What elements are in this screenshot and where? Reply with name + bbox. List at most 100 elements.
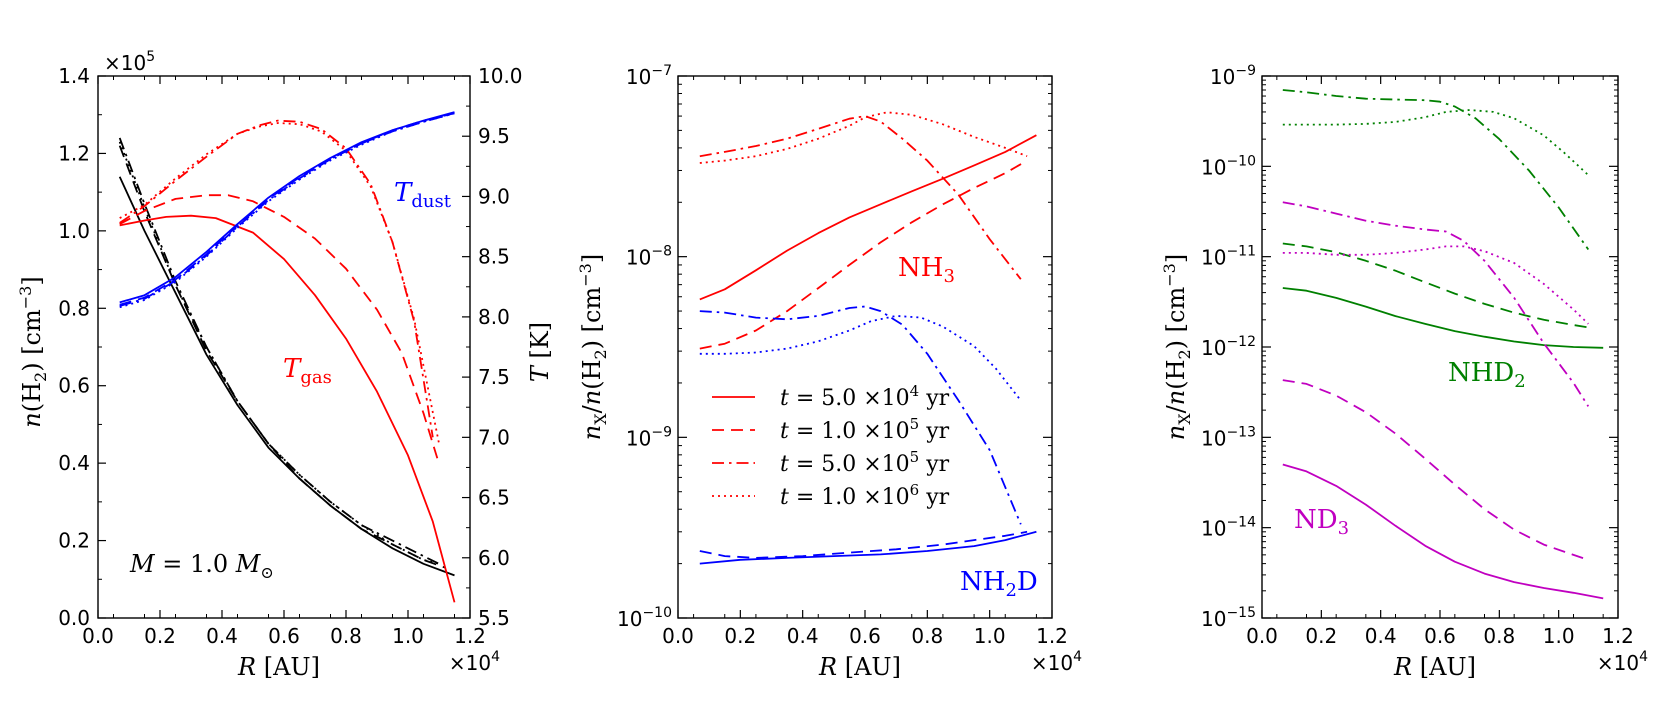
- series-line-nd3-solid: [1282, 463, 1604, 600]
- x-multiplier: ×104: [449, 649, 500, 675]
- x-tick-label: 0.6: [849, 624, 881, 648]
- y-multiplier: ×105: [104, 49, 155, 75]
- label-nh3: NH3: [898, 253, 955, 287]
- y-tick-label: 10−12: [1201, 334, 1256, 360]
- series-line-t-gas-solid: [119, 214, 456, 603]
- y-axis-label: nX/n(H2) [cm−3]: [576, 254, 610, 440]
- y-tick-label: 10−11: [1201, 244, 1256, 270]
- y-right-tick-label: 10.0: [478, 64, 523, 88]
- y-tick-label: 10−15: [1201, 605, 1256, 631]
- x-axis-label: R [AU]: [1393, 653, 1476, 681]
- x-tick-label: 0.2: [144, 624, 176, 648]
- panel-nh3-nh2d-abundance: 0.0 0.2 0.4 0.6 0.8 1.0 1.2 R [AU] ×104 10−10 10−9…: [576, 63, 1082, 681]
- x-tick-label: 1.0: [1543, 624, 1575, 648]
- series-line-t-gas-dashed: [119, 194, 440, 465]
- x-multiplier: ×104: [1031, 649, 1082, 675]
- x-tick-label: 0.8: [1483, 624, 1515, 648]
- series-line-nh3-dashed: [699, 159, 1028, 350]
- x-tick-label: 0.4: [1365, 624, 1397, 648]
- y-right-axis-label: T [K]: [526, 322, 554, 382]
- label-mass: M = 1.0 M⊙: [129, 550, 274, 582]
- legend-label: t = 1.0 ×106 yr: [780, 481, 950, 510]
- series-line-nh2d-dashed: [699, 530, 1028, 559]
- y-right-tick-label: 7.0: [478, 425, 510, 449]
- y-left-tick-label: 1.2: [58, 141, 90, 165]
- x-multiplier: ×104: [1597, 649, 1648, 675]
- series-line-nd3-dashdot: [1282, 201, 1590, 407]
- label-nd3: ND3: [1294, 505, 1349, 539]
- y-right-tick-label: 6.5: [478, 486, 510, 510]
- x-tick-label: 0.8: [911, 624, 943, 648]
- legend-label: t = 1.0 ×105 yr: [780, 415, 950, 444]
- y-right-tick-label: 7.5: [478, 365, 510, 389]
- y-right-tick-label: 9.5: [478, 124, 510, 148]
- x-tick-label: 0.6: [268, 624, 300, 648]
- y-left-tick-label: 1.4: [58, 64, 90, 88]
- x-tick-label: 1.0: [392, 624, 424, 648]
- legend-label: t = 5.0 ×104 yr: [780, 382, 950, 411]
- series-line-n-h2--dashdot: [118, 137, 440, 565]
- series-line-nhd2-dashed: [1282, 242, 1589, 329]
- series-line-nh2d-dashdot: [699, 305, 1022, 525]
- panel-density-temperature: 0.0 0.2 0.4 0.6 0.8 1.0 1.2 R [AU] ×104 0.0 0.2 0.4…: [16, 49, 554, 681]
- x-tick-label: 0.0: [82, 624, 114, 648]
- label-nh2d: NH2D: [960, 567, 1038, 601]
- plot-frame: [677, 75, 1053, 619]
- series-line-nhd2-dashdot: [1282, 89, 1590, 251]
- y-axis-label: nX/n(H2) [cm−3]: [1160, 254, 1194, 440]
- y-left-tick-label: 0.6: [58, 374, 90, 398]
- x-tick-label: 0.0: [662, 624, 694, 648]
- x-tick-label: 0.4: [787, 624, 819, 648]
- y-right-tick-label: 5.5: [478, 606, 510, 630]
- x-tick-label: 1.2: [1602, 624, 1634, 648]
- series-line-t-gas-dotted: [119, 122, 440, 444]
- y-left-tick-label: 0.4: [58, 451, 90, 475]
- y-right-tick-label: 8.5: [478, 245, 510, 269]
- y-tick-label: 10−10: [1201, 153, 1256, 179]
- label-tgas: Tgas: [283, 354, 332, 388]
- y-right-tick-label: 8.0: [478, 305, 510, 329]
- series-line-t-dust-dashed: [119, 112, 455, 306]
- y-tick-label: 10−8: [626, 244, 672, 270]
- y-tick-label: 10−13: [1201, 424, 1256, 450]
- legend: t = 5.0 ×104 yr t = 1.0 ×105 yr t = 5.0 ×1…: [712, 382, 950, 510]
- y-left-tick-label: 0.2: [58, 529, 90, 553]
- series-line-n-h2--solid: [118, 176, 455, 577]
- series-line-t-dust-dashdot: [119, 112, 455, 307]
- y-tick-label: 10−10: [617, 605, 672, 631]
- x-tick-label: 0.2: [724, 624, 756, 648]
- series-line-nhd2-solid: [1282, 287, 1604, 349]
- x-tick-label: 0.4: [206, 624, 238, 648]
- y-tick-label: 10−9: [1210, 63, 1256, 89]
- y-tick-label: 10−9: [626, 424, 672, 450]
- x-tick-label: 0.0: [1246, 624, 1278, 648]
- x-tick-label: 1.2: [1036, 624, 1068, 648]
- legend-label: t = 5.0 ×105 yr: [780, 448, 950, 477]
- plot-frame: [1261, 75, 1619, 619]
- y-left-tick-label: 0.8: [58, 296, 90, 320]
- x-tick-label: 0.2: [1305, 624, 1337, 648]
- x-axis-label: R [AU]: [818, 653, 901, 681]
- series-line-n-h2--dotted: [118, 141, 440, 565]
- plot-frame: [97, 75, 471, 619]
- y-tick-label: 10−7: [626, 63, 672, 89]
- label-tdust: Tdust: [394, 178, 452, 212]
- series-line-nd3-dotted: [1282, 245, 1589, 325]
- y-left-axis-label: n(H2) [cm−3]: [16, 276, 50, 427]
- series-line-nh3-dashdot: [699, 115, 1022, 280]
- y-tick-label: 10−14: [1201, 515, 1256, 541]
- y-left-tick-label: 1.0: [58, 219, 90, 243]
- x-tick-label: 0.6: [1424, 624, 1456, 648]
- label-nhd2: NHD2: [1448, 358, 1526, 392]
- series-line-t-gas-dashdot: [119, 119, 434, 438]
- x-tick-label: 1.2: [454, 624, 486, 648]
- y-left-tick-label: 0.0: [58, 606, 90, 630]
- panel-nhd2-nd3-abundance: 0.0 0.2 0.4 0.6 0.8 1.0 1.2 R [AU] ×104 10−15 10−1…: [1160, 63, 1648, 681]
- series-line-nh3-dotted: [699, 111, 1028, 164]
- series-line-nh3-solid: [699, 134, 1037, 301]
- x-tick-label: 0.8: [330, 624, 362, 648]
- x-axis-label: R [AU]: [237, 653, 320, 681]
- x-tick-label: 1.0: [974, 624, 1006, 648]
- series-line-nhd2-dotted: [1282, 109, 1589, 176]
